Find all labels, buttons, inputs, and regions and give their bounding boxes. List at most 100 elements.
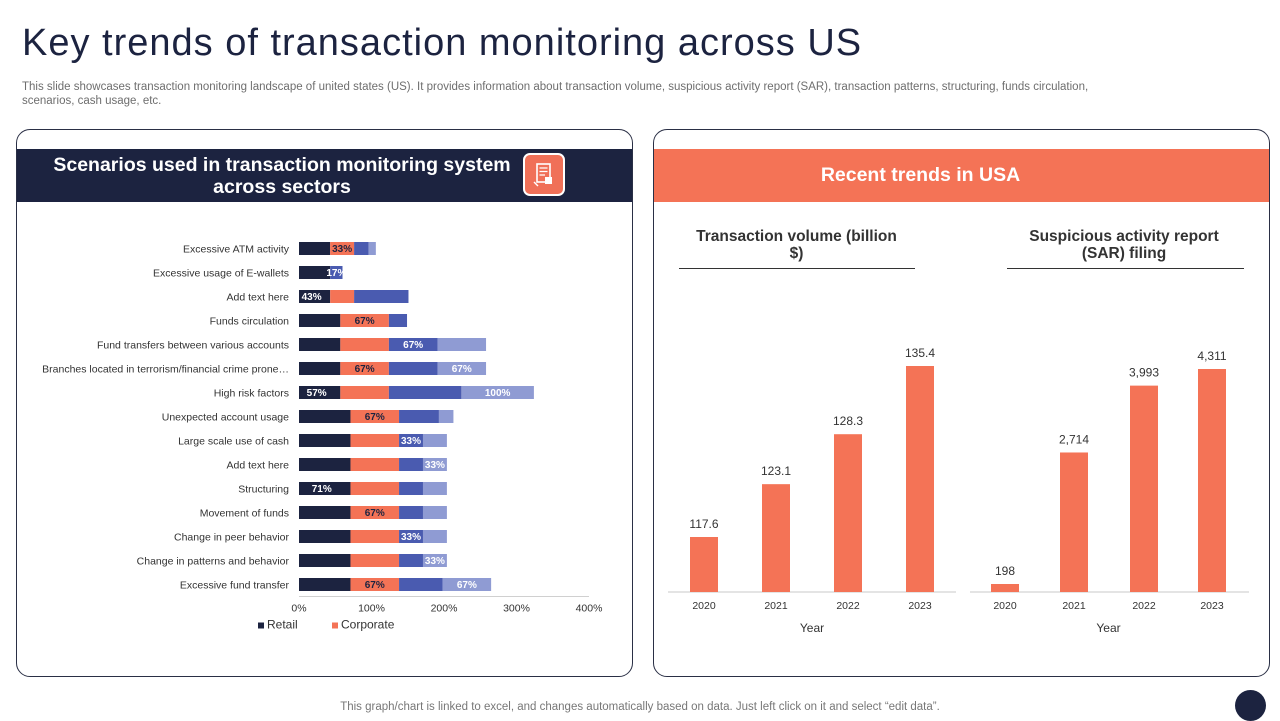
scenarios-header-title: Scenarios used in transaction monitoring… [53, 154, 511, 198]
sar-filing-title: Suspicious activity report (SAR) filing [1029, 228, 1219, 262]
page-number-badge [1235, 690, 1266, 721]
bar-segment [299, 458, 351, 471]
category-label: Excessive usage of E-wallets [153, 268, 289, 280]
category-label: Change in peer behavior [174, 532, 290, 544]
bar-segment [442, 578, 492, 591]
bar [762, 484, 790, 592]
bar-segment [350, 506, 400, 519]
data-label: 17% [326, 268, 346, 279]
data-label: 117.6 [689, 517, 718, 531]
category-label: Movement of funds [200, 508, 289, 520]
bar-segment [299, 242, 331, 255]
data-label: 67% [365, 508, 385, 519]
recent-trends-bar-charts: 117.6 2020 123.1 2021 128.3 2022 135.4 2023 Year… [668, 346, 1249, 635]
data-label: 67% [452, 364, 472, 375]
bar-segment [299, 410, 351, 423]
category-label: High risk factors [214, 388, 289, 400]
bar-segment [461, 386, 534, 399]
bar [1060, 452, 1088, 592]
recent-trends-panel: Recent trends in USA Transaction volume … [653, 129, 1270, 677]
x-tick-label: 2022 [836, 600, 860, 612]
x-tick-label: 0% [291, 603, 306, 615]
x-tick-label: 2020 [993, 600, 1017, 612]
bar-segment [330, 242, 355, 255]
bar-segment [422, 506, 447, 519]
category-label: Fund transfers between various accounts [97, 340, 289, 352]
x-tick-label: 2023 [1200, 600, 1224, 612]
data-label: 33% [332, 244, 352, 255]
data-label: 2,714 [1059, 432, 1089, 446]
bar-segment [422, 458, 447, 471]
category-label: Unexpected account usage [162, 412, 289, 424]
x-axis-title: Year [800, 621, 824, 635]
bar-segment [299, 482, 351, 495]
bar-segment [299, 314, 341, 327]
data-label: 33% [401, 436, 421, 447]
bar-segment [368, 242, 376, 255]
bar-segment [438, 410, 454, 423]
category-label: Branches located in terrorism/financial … [42, 364, 289, 376]
bar-segment [299, 554, 351, 567]
bar-segment [422, 434, 447, 447]
data-label: 135.4 [905, 346, 935, 360]
legend-swatch [332, 622, 338, 629]
data-label: 33% [425, 556, 445, 567]
transaction-volume-title: Transaction volume (billion $) [696, 228, 897, 262]
bar-segment [399, 506, 423, 519]
x-tick-label: 2023 [908, 600, 932, 612]
bar-segment [299, 338, 341, 351]
bar-segment [422, 554, 447, 567]
bar-segment [350, 530, 400, 543]
bar-segment [354, 290, 409, 303]
data-label: 43% [302, 292, 322, 303]
page-subtitle: This slide showcases transaction monitor… [22, 81, 1089, 107]
bar-segment [354, 242, 369, 255]
bar-segment [399, 482, 423, 495]
x-tick-label: 2021 [1062, 600, 1086, 612]
data-label: 123.1 [761, 464, 791, 478]
bar-segment [437, 338, 487, 351]
bar-segment [350, 482, 400, 495]
bar-segment [388, 338, 438, 351]
bar-segment [388, 386, 462, 399]
x-tick-label: 2021 [764, 600, 788, 612]
sar-filing-rule [1007, 268, 1244, 269]
bar-segment [388, 362, 438, 375]
recent-trends-title: Recent trends in USA [820, 164, 1021, 186]
bar [1198, 369, 1226, 592]
x-tick-label: 2022 [1132, 600, 1156, 612]
bar-segment [399, 554, 423, 567]
document-icon [523, 153, 565, 196]
data-label: 4,311 [1197, 349, 1226, 363]
bar-segment [399, 434, 423, 447]
legend-label: Corporate [341, 618, 395, 632]
x-tick-label: 100% [358, 603, 385, 615]
bar [991, 584, 1019, 592]
legend-label: Retail [267, 618, 298, 632]
data-label: 67% [457, 580, 477, 591]
data-label: 33% [425, 460, 445, 471]
data-label: 3,993 [1129, 366, 1159, 380]
recent-trends-header: Recent trends in USA [654, 149, 1269, 202]
bar-segment [350, 578, 400, 591]
bar-segment [340, 386, 389, 399]
data-label: 67% [365, 412, 385, 423]
bar-segment [388, 314, 408, 327]
page-title: Key trends of transaction monitoring acr… [22, 22, 863, 64]
category-label: Add text here [227, 460, 290, 472]
x-tick-label: 2020 [692, 600, 716, 612]
bar-segment [340, 314, 389, 327]
data-label: 198 [995, 564, 1015, 578]
x-tick-label: 200% [431, 603, 458, 615]
data-label: 33% [401, 532, 421, 543]
bar-segment [399, 458, 423, 471]
bar-segment [330, 266, 343, 279]
bar-segment [399, 410, 439, 423]
legend-swatch [258, 622, 264, 629]
bar-segment [437, 362, 487, 375]
bar [834, 434, 862, 592]
data-label: 100% [485, 388, 511, 399]
bar-segment [299, 290, 331, 303]
x-axis-title: Year [1096, 621, 1120, 635]
category-label: Funds circulation [210, 316, 290, 328]
